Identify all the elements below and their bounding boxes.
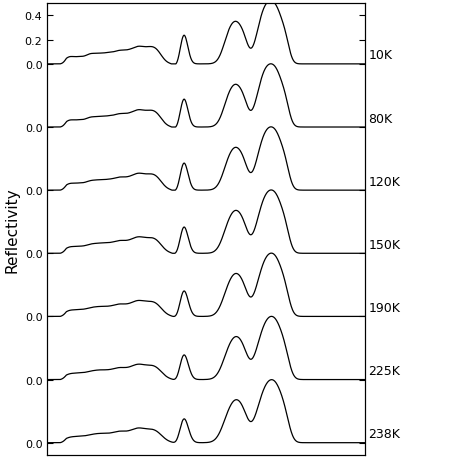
- Text: 150K: 150K: [368, 238, 399, 252]
- Text: 10K: 10K: [368, 49, 392, 62]
- Text: 120K: 120K: [368, 175, 399, 188]
- Text: 225K: 225K: [368, 364, 399, 377]
- Text: 80K: 80K: [368, 112, 392, 125]
- Text: 190K: 190K: [368, 302, 399, 314]
- Text: 238K: 238K: [368, 427, 399, 440]
- Y-axis label: Reflectivity: Reflectivity: [4, 187, 19, 272]
